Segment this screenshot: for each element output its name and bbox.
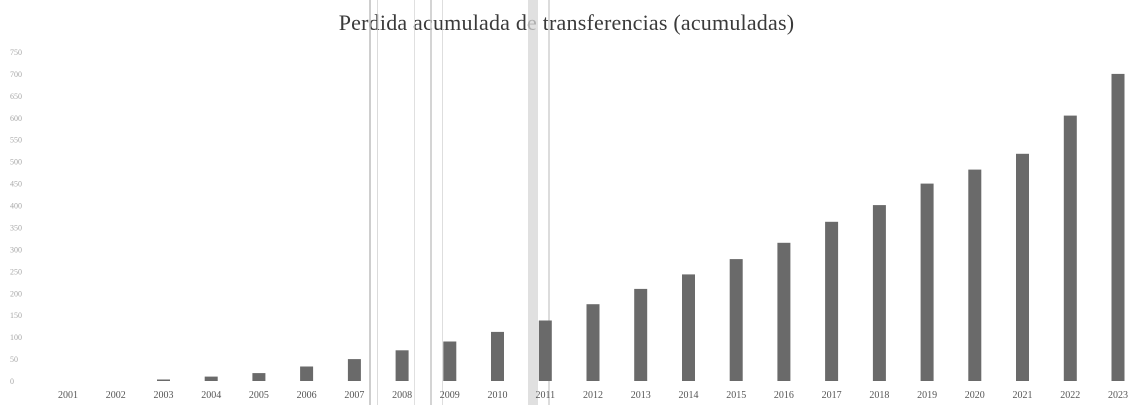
scan-artifact-line	[442, 0, 443, 405]
bar-2004	[204, 376, 218, 381]
bar-2003	[157, 379, 170, 381]
bar-2017	[825, 221, 839, 381]
x-tick-label: 2010	[488, 390, 508, 401]
bar-2014	[682, 274, 695, 381]
x-axis-tick-labels: 2001 2002 2003 2004 2005 2006 2007 2008 2009 2010…	[58, 390, 1128, 401]
bar-2015	[729, 259, 743, 381]
bar-2005	[252, 373, 266, 381]
x-tick-label: 2022	[1060, 390, 1080, 401]
x-tick-label: 2019	[917, 390, 937, 401]
y-tick-label: 450	[10, 180, 22, 189]
bar-2006	[300, 366, 314, 381]
x-tick-label: 2003	[154, 390, 174, 401]
bar-2020	[968, 169, 982, 381]
x-tick-label: 2005	[249, 390, 269, 401]
bar-2011	[538, 320, 552, 381]
x-tick-label: 2001	[58, 390, 78, 401]
bar-2008	[395, 350, 409, 381]
y-tick-label: 100	[10, 333, 22, 342]
y-tick-label: 500	[10, 158, 22, 167]
bar-2021	[1016, 153, 1029, 381]
x-tick-label: 2002	[106, 390, 126, 401]
y-tick-label: 750	[10, 48, 22, 57]
bar-2007	[347, 359, 361, 381]
x-tick-label: 2021	[1013, 390, 1033, 401]
x-tick-label: 2013	[631, 390, 651, 401]
y-tick-label: 300	[10, 245, 22, 254]
bar-2023	[1111, 73, 1125, 382]
bar-2012	[586, 304, 600, 381]
x-tick-label: 2011	[535, 390, 555, 401]
scan-artifact-line	[377, 0, 378, 405]
x-tick-label: 2017	[822, 390, 842, 401]
scan-artifact-line	[430, 0, 432, 405]
x-tick-label: 2015	[726, 390, 746, 401]
y-tick-label: 200	[10, 289, 22, 298]
y-tick-label: 50	[10, 355, 18, 364]
y-tick-label: 0	[10, 377, 14, 386]
x-tick-label: 2008	[392, 390, 412, 401]
bar-2010	[491, 331, 504, 381]
y-tick-label: 250	[10, 267, 22, 276]
y-tick-label: 600	[10, 114, 22, 123]
bar-2022	[1063, 115, 1077, 381]
x-tick-label: 2020	[965, 390, 985, 401]
y-tick-label: 700	[10, 70, 22, 79]
y-tick-label: 350	[10, 223, 22, 232]
x-tick-label: 2009	[440, 390, 460, 401]
bar-2019	[920, 183, 934, 381]
scan-artifact-line	[369, 0, 371, 405]
x-tick-label: 2016	[774, 390, 794, 401]
bar-2018	[872, 205, 886, 381]
y-tick-label: 650	[10, 92, 22, 101]
x-tick-label: 2018	[869, 390, 889, 401]
y-tick-label: 150	[10, 311, 22, 320]
x-tick-label: 2012	[583, 390, 603, 401]
x-tick-label: 2014	[679, 390, 699, 401]
x-tick-label: 2023	[1108, 390, 1128, 401]
bar-2013	[634, 288, 648, 381]
bar-2009	[443, 341, 457, 381]
x-tick-label: 2006	[297, 390, 317, 401]
x-tick-label: 2007	[344, 390, 364, 401]
y-tick-label: 550	[10, 136, 22, 145]
bar-2016	[777, 242, 791, 381]
scan-artifact-line	[414, 0, 415, 405]
scan-artifact-line	[528, 0, 538, 405]
y-axis-tick-labels: 0 50 100 150 200 250 300 350 400 450 500 550 600 650 7…	[10, 48, 22, 386]
scan-artifacts	[369, 0, 550, 405]
y-tick-label: 400	[10, 202, 22, 211]
scan-artifact-line	[548, 0, 550, 405]
x-tick-label: 2004	[201, 390, 221, 401]
bars	[157, 73, 1125, 382]
